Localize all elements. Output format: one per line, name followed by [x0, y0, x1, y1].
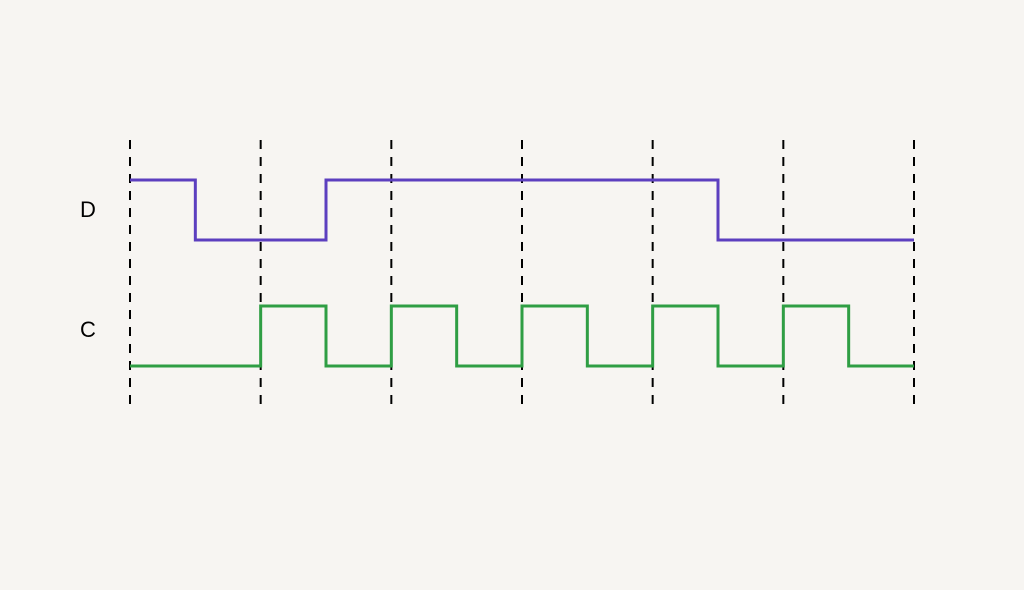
- signal-label-d: D: [80, 197, 96, 223]
- timing-diagram-svg: [0, 0, 1024, 590]
- timing-diagram: D C: [0, 0, 1024, 590]
- signal-waveform: [130, 306, 914, 366]
- signal-label-c: C: [80, 317, 96, 343]
